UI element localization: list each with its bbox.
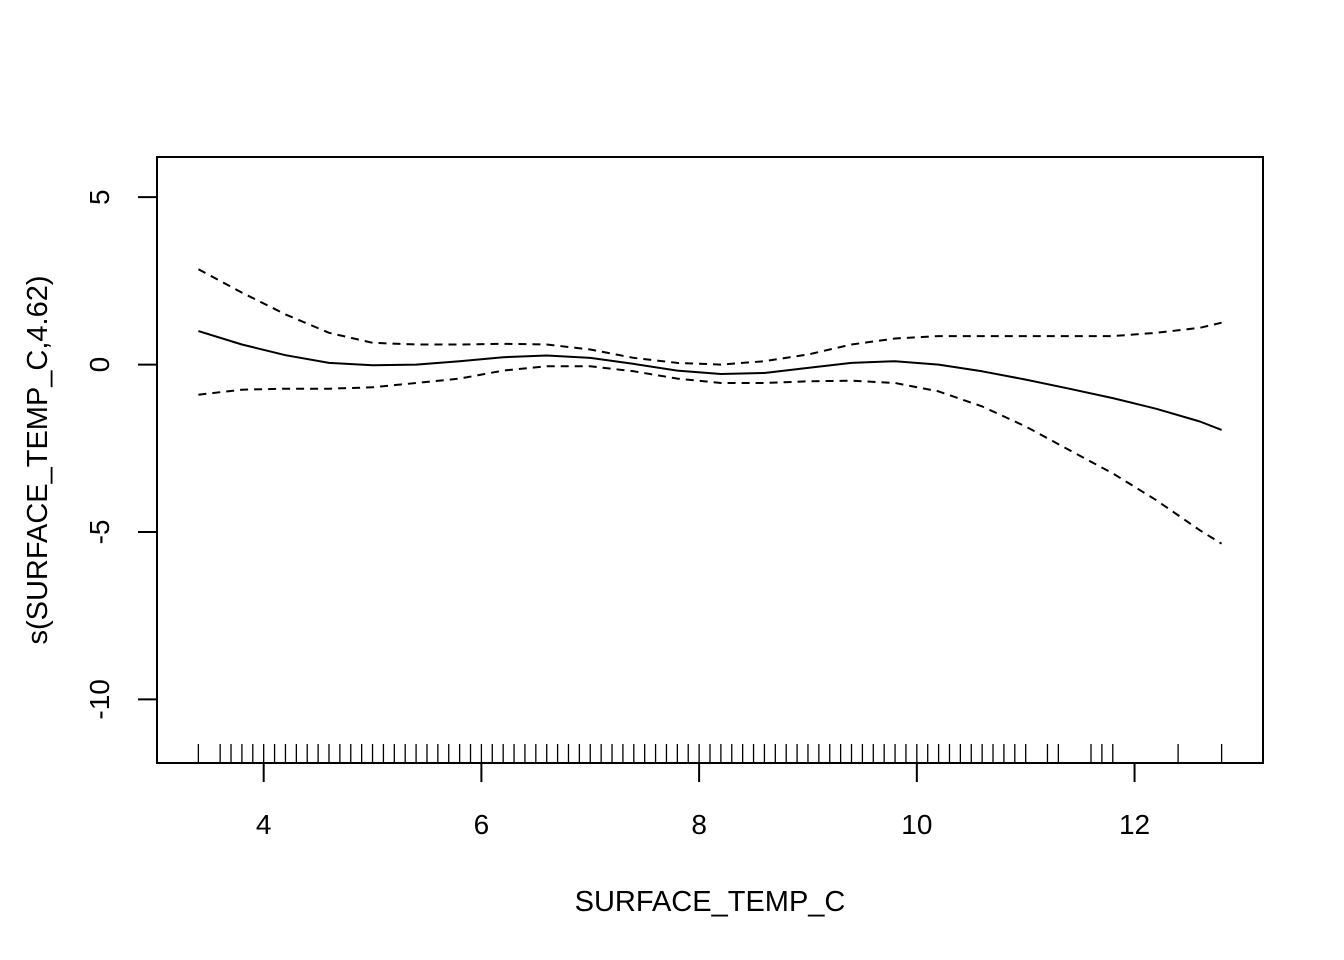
x-tick-label: 4 — [256, 809, 272, 840]
confidence-band-line — [198, 365, 1223, 545]
x-tick-label: 10 — [901, 809, 932, 840]
y-tick-label: 0 — [84, 357, 115, 373]
y-axis: 5 0 -5 -10 — [84, 189, 158, 720]
confidence-band-line — [197, 268, 1222, 366]
x-tick-label: 8 — [691, 809, 707, 840]
x-axis: 4 6 8 10 12 — [256, 762, 1150, 840]
y-tick-label: -10 — [84, 679, 115, 719]
y-axis-title: s(SURFACE_TEMP_C,4.62) — [22, 275, 54, 644]
y-tick-label: 5 — [84, 189, 115, 205]
x-axis-title: SURFACE_TEMP_C — [575, 886, 846, 918]
smooth-series — [197, 268, 1223, 545]
smooth-fit-line — [198, 330, 1222, 431]
rug-marks — [197, 744, 1223, 763]
x-tick-label: 6 — [474, 809, 490, 840]
x-tick-label: 12 — [1119, 809, 1150, 840]
y-tick-label: -5 — [84, 520, 115, 545]
